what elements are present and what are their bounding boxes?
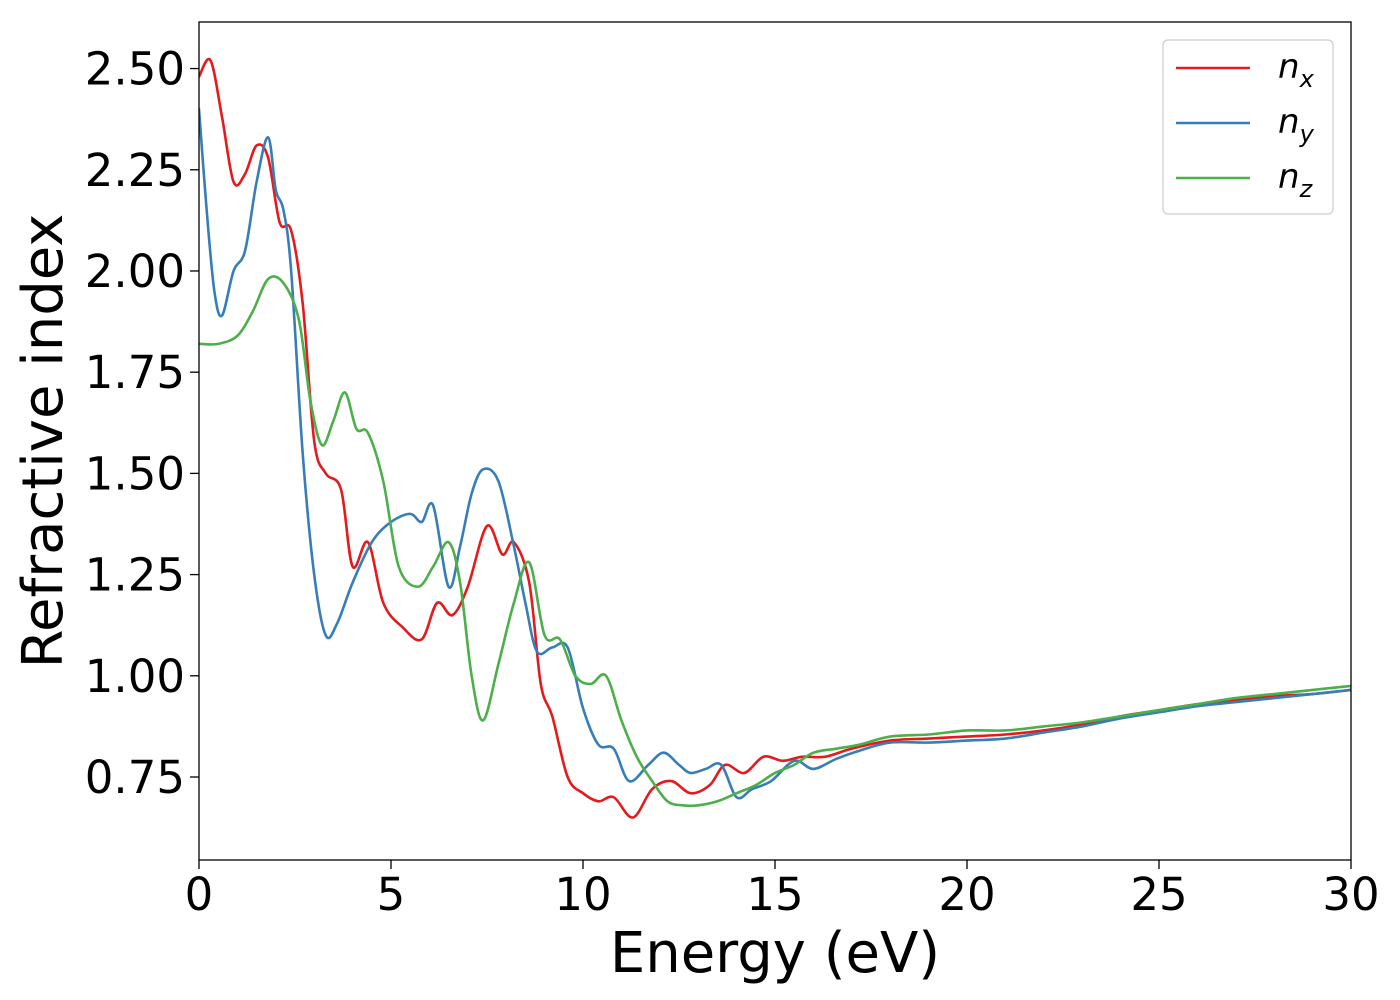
x-tick-label: 25 (1130, 868, 1187, 921)
y-axis: 0.75 1.00 1.25 1.50 1.75 2.00 2.25 2.50 (85, 43, 199, 804)
y-tick-label: 1.00 (85, 650, 185, 703)
x-tick-label: 30 (1322, 868, 1379, 921)
x-tick-label: 20 (938, 868, 995, 921)
legend: nx ny nz (1162, 39, 1334, 215)
x-axis: 0 5 10 15 20 25 30 (185, 860, 1380, 921)
y-tick-label: 0.75 (85, 751, 185, 804)
series-line-nz (199, 275, 1351, 808)
legend-label-nz: nz (1278, 157, 1314, 203)
x-tick-label: 10 (554, 868, 611, 921)
series-line-nx (199, 57, 1351, 819)
series-line-ny (199, 107, 1351, 800)
x-tick-label: 0 (185, 868, 214, 921)
x-axis-label: Energy (eV) (610, 921, 940, 986)
x-tick-label: 5 (377, 868, 406, 921)
y-tick-label: 1.50 (85, 447, 185, 500)
y-tick-label: 2.00 (85, 245, 185, 298)
legend-label-ny: ny (1278, 102, 1315, 148)
y-tick-label: 2.25 (85, 144, 185, 197)
series-layer (199, 57, 1351, 819)
legend-label-nx: nx (1278, 47, 1315, 93)
y-tick-label: 1.25 (85, 549, 185, 602)
y-axis-label: Refractive index (11, 214, 76, 669)
y-tick-label: 1.75 (85, 346, 185, 399)
x-tick-label: 15 (746, 868, 803, 921)
legend-box (1162, 39, 1334, 215)
y-tick-label: 2.50 (85, 43, 185, 96)
